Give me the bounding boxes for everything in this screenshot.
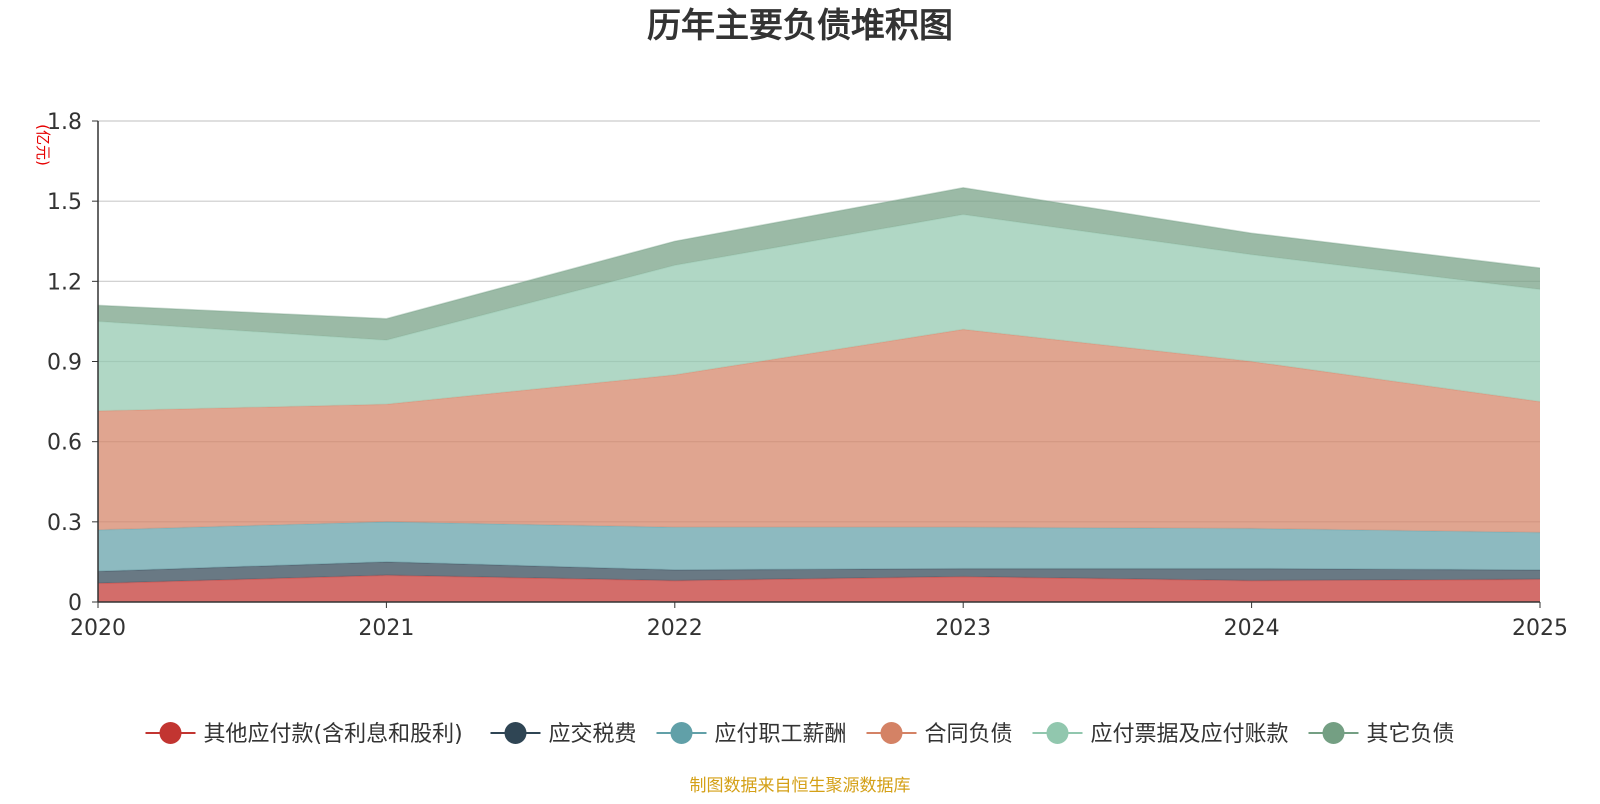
area-series-5: [98, 187, 1540, 341]
legend-item-4: 应付票据及应付账款: [1032, 722, 1289, 747]
y-tick-label: 0.3: [47, 511, 82, 536]
legend-circle-icon: [1046, 722, 1069, 744]
axis-layer: 0 0.3 0.6 0.9 1.2 1.5 1.8 2020 2021 2022 2023 2024 2…: [47, 110, 1568, 641]
legend-item-3: 合同负债: [866, 722, 1013, 747]
x-tick-label: 2022: [647, 616, 703, 641]
legend-circle-icon: [504, 722, 527, 744]
y-axis-unit-label: (亿元): [34, 124, 52, 166]
legend: 其他应付款(含利息和股利) 应交税费 应付职工薪酬 合同负债 应付票据及应付账款 其它负债: [145, 722, 1455, 747]
area-layer: [97, 187, 1541, 602]
legend-label: 应付职工薪酬: [715, 722, 847, 747]
legend-item-0: 其他应付款(含利息和股利): [145, 722, 463, 747]
x-tick-label: 2021: [358, 616, 414, 641]
data-source-note: 制图数据来自恒生聚源数据库: [690, 776, 911, 796]
x-tick-label: 2024: [1224, 616, 1280, 641]
y-tick-label: 0: [68, 591, 82, 616]
series-line-5: [97, 187, 1541, 320]
x-tick-label: 2020: [70, 616, 126, 641]
legend-circle-icon: [670, 722, 693, 744]
legend-label: 其他应付款(含利息和股利): [204, 722, 463, 747]
y-tick-label: 1.2: [47, 270, 82, 295]
legend-circle-icon: [1322, 722, 1345, 744]
area-series-0: [98, 575, 1540, 602]
legend-item-1: 应交税费: [490, 722, 637, 747]
area-series-4: [98, 214, 1540, 411]
y-tick-label: 0.6: [47, 431, 82, 456]
legend-item-5: 其它负债: [1308, 722, 1455, 747]
legend-label: 应付票据及应付账款: [1091, 722, 1289, 747]
x-tick-label: 2025: [1512, 616, 1568, 641]
area-series-2: [98, 521, 1540, 572]
chart-title: 历年主要负债堆积图: [647, 6, 953, 46]
area-series-1: [98, 561, 1540, 584]
legend-label: 其它负债: [1367, 722, 1455, 747]
y-tick-label: 0.9: [47, 351, 82, 376]
area-series-3: [98, 329, 1540, 533]
legend-circle-icon: [159, 722, 182, 744]
legend-label: 合同负债: [925, 722, 1013, 747]
legend-item-2: 应付职工薪酬: [656, 722, 847, 747]
legend-circle-icon: [880, 722, 903, 744]
legend-label: 应交税费: [549, 722, 637, 747]
x-tick-label: 2023: [935, 616, 991, 641]
y-tick-label: 1.5: [47, 190, 82, 215]
y-tick-label: 1.8: [47, 110, 82, 135]
